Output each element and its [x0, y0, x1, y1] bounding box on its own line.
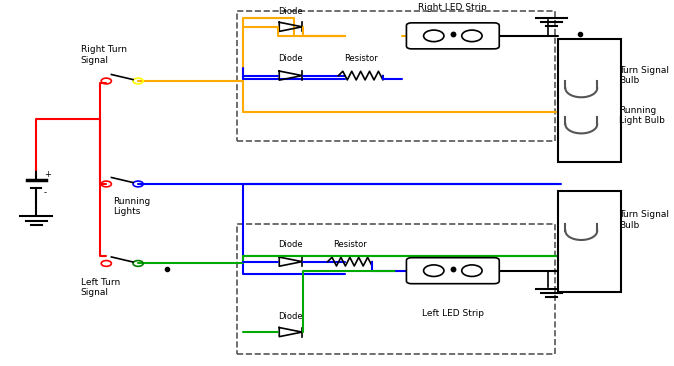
Text: -: -	[44, 188, 47, 198]
Text: Diode: Diode	[278, 54, 303, 63]
Text: Running
Light Bulb: Running Light Bulb	[619, 106, 665, 125]
Text: Resistor: Resistor	[344, 54, 377, 63]
Text: Turn Signal
Bulb: Turn Signal Bulb	[619, 66, 669, 85]
Text: Left Turn
Signal: Left Turn Signal	[81, 278, 120, 297]
Text: Diode: Diode	[278, 7, 303, 16]
Bar	[558, 40, 621, 162]
Text: Left LED Strip: Left LED Strip	[422, 309, 484, 318]
FancyBboxPatch shape	[406, 23, 499, 49]
Text: +: +	[44, 171, 51, 179]
Text: Right LED Strip: Right LED Strip	[419, 3, 487, 12]
Text: Running
Lights: Running Lights	[113, 197, 150, 216]
Text: Turn Signal
Bulb: Turn Signal Bulb	[619, 210, 669, 230]
FancyBboxPatch shape	[406, 258, 499, 284]
Text: Diode: Diode	[278, 240, 303, 249]
Bar	[558, 191, 621, 292]
Text: Right Turn
Signal: Right Turn Signal	[81, 45, 127, 65]
Text: Resistor: Resistor	[333, 240, 367, 249]
Text: Diode: Diode	[278, 312, 303, 321]
